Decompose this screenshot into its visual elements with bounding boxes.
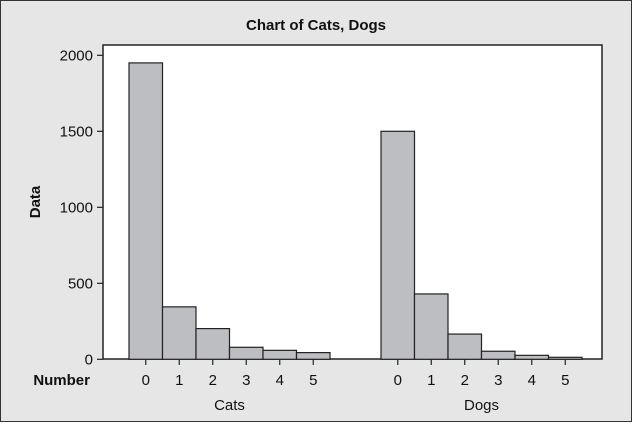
bar-dogs-1 xyxy=(413,293,449,360)
group-label-dogs: Dogs xyxy=(464,397,499,414)
y-tick-label: 2000 xyxy=(60,47,93,64)
x-tick-label: 2 xyxy=(209,372,217,389)
bar-dogs-0 xyxy=(380,130,416,360)
bar-cats-1 xyxy=(161,306,197,360)
y-tick-label: 1500 xyxy=(60,123,93,140)
x-tick-label: 5 xyxy=(309,372,317,389)
x-tick-label: 3 xyxy=(242,372,250,389)
y-axis-label: Data xyxy=(27,185,44,218)
bar-dogs-3 xyxy=(480,350,516,360)
x-tick-label: 2 xyxy=(461,372,469,389)
y-tick-label: 1000 xyxy=(60,199,93,216)
chart-title: Chart of Cats, Dogs xyxy=(246,17,386,34)
y-tick-label: 500 xyxy=(68,275,93,292)
x-tick-label: 1 xyxy=(427,372,435,389)
bar-cats-2 xyxy=(195,327,231,360)
bar-dogs-2 xyxy=(447,333,483,360)
x-tick-label: 3 xyxy=(494,372,502,389)
bar-cats-5 xyxy=(295,352,331,360)
x-tick-label: 4 xyxy=(276,372,284,389)
x-axis-label: Number xyxy=(33,372,90,389)
bar-cats-3 xyxy=(228,346,264,360)
bar-cats-0 xyxy=(128,62,164,360)
group-label-cats: Cats xyxy=(214,397,245,414)
x-tick-label: 0 xyxy=(394,372,402,389)
x-tick-label: 1 xyxy=(175,372,183,389)
bar-cats-4 xyxy=(262,349,298,360)
x-tick-label: 4 xyxy=(528,372,536,389)
bar-dogs-4 xyxy=(514,354,550,360)
y-tick-label: 0 xyxy=(85,351,93,368)
x-tick-label: 0 xyxy=(142,372,150,389)
x-tick-label: 5 xyxy=(561,372,569,389)
